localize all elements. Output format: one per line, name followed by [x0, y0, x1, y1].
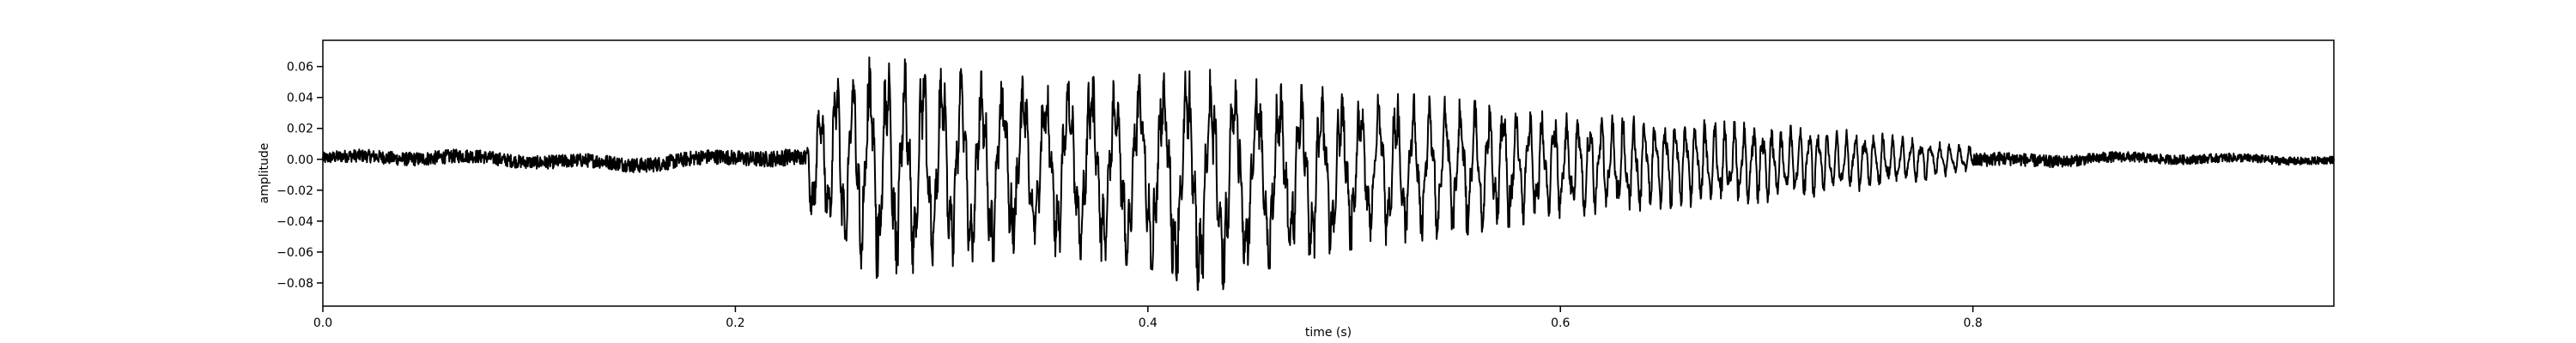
y-tick-label: −0.04	[276, 215, 313, 229]
y-tick-label: 0.00	[287, 153, 313, 167]
y-tick-label: 0.04	[287, 92, 313, 105]
x-ticks: 0.0 0.2 0.4 0.6 0.8	[313, 306, 1983, 330]
y-axis-label: amplitude	[258, 143, 271, 204]
y-tick-label: 0.02	[287, 123, 313, 136]
x-axis-label: time (s)	[1305, 326, 1352, 340]
y-tick-label: −0.08	[276, 277, 313, 291]
y-tick-label: −0.02	[276, 184, 313, 198]
axes	[322, 39, 2335, 307]
y-tick-label: 0.06	[287, 61, 313, 75]
x-tick-label: 0.0	[313, 316, 332, 330]
x-tick-label: 0.8	[1964, 316, 1983, 330]
series-waveform-line	[322, 56, 2335, 292]
plot-area	[322, 56, 2335, 292]
y-tick-label: −0.06	[276, 246, 313, 260]
x-tick-label: 0.2	[726, 316, 744, 330]
x-tick-label: 0.6	[1551, 316, 1570, 330]
y-ticks: 0.06 0.04 0.02 0.00 −0.02 −0.04 −0.06 −0.08	[276, 61, 323, 291]
x-tick-label: 0.4	[1139, 316, 1157, 330]
axes-frame	[322, 39, 2335, 307]
